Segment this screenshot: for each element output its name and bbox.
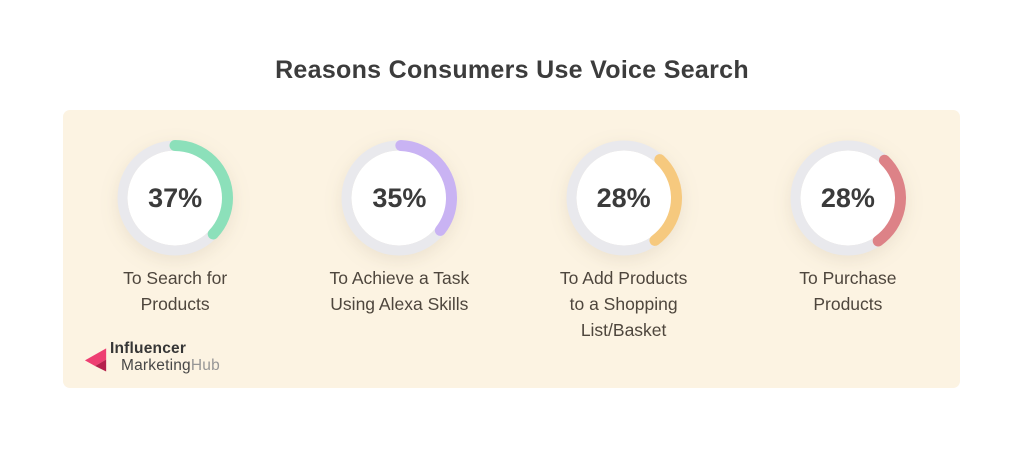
donut-ring-1 [117, 140, 234, 256]
influencer-marketinghub-logo: Influencer MarketingHub [84, 341, 220, 373]
donut-label: To Search for Products [123, 265, 227, 317]
donut-group-search-products: 37% To Search for Products [63, 140, 287, 343]
donut-ring-4 [789, 140, 906, 256]
donut-percent-value: 37% [148, 182, 203, 213]
donut-label-line: List/Basket [580, 320, 667, 340]
donut-label-line: Products [813, 294, 883, 314]
donut-label-line: To Achieve a Task [329, 268, 470, 288]
donut-label: To Purchase Products [799, 265, 896, 317]
donut-percent-value: 35% [372, 182, 427, 213]
donut-chart-1: 37% [117, 140, 234, 256]
donut-ring-3 [565, 140, 682, 256]
donut-label: To Add Products to a Shopping List/Baske… [560, 265, 687, 343]
donut-label: To Achieve a Task Using Alexa Skills [329, 265, 469, 317]
donut-row: 37% To Search for Products 35% [63, 110, 960, 343]
logo-hub-text: Hub [190, 356, 220, 374]
donut-label-line: To Add Products [559, 268, 688, 288]
donut-label-line: To Search for [123, 268, 228, 288]
donut-percent-value: 28% [596, 182, 651, 213]
donut-label-line: to a Shopping [569, 294, 678, 314]
donut-chart-2: 35% [341, 140, 458, 256]
logo-arrow-icon [84, 348, 107, 372]
logo-line-marketinghub: MarketingHub [121, 356, 220, 374]
donut-chart-3: 28% [565, 140, 682, 256]
donut-label-line: To Purchase [799, 268, 897, 288]
chart-title: Reasons Consumers Use Voice Search [275, 56, 749, 84]
donut-label-line: Using Alexa Skills [330, 294, 469, 314]
logo-marketing-text: Marketing [121, 356, 191, 374]
donut-ring-2 [341, 140, 458, 256]
logo-line-influencer: Influencer [110, 340, 187, 357]
donut-label-line: Products [140, 294, 210, 314]
chart-panel: 37% To Search for Products 35% [63, 110, 960, 388]
donut-percent-value: 28% [820, 182, 875, 213]
logo-text: Influencer MarketingHub [110, 341, 220, 373]
donut-group-purchase-products: 28% To Purchase Products [736, 140, 960, 343]
donut-chart-4: 28% [789, 140, 906, 256]
donut-group-shopping-list: 28% To Add Products to a Shopping List/B… [512, 140, 736, 343]
donut-group-alexa-skills: 35% To Achieve a Task Using Alexa Skills [287, 140, 511, 343]
